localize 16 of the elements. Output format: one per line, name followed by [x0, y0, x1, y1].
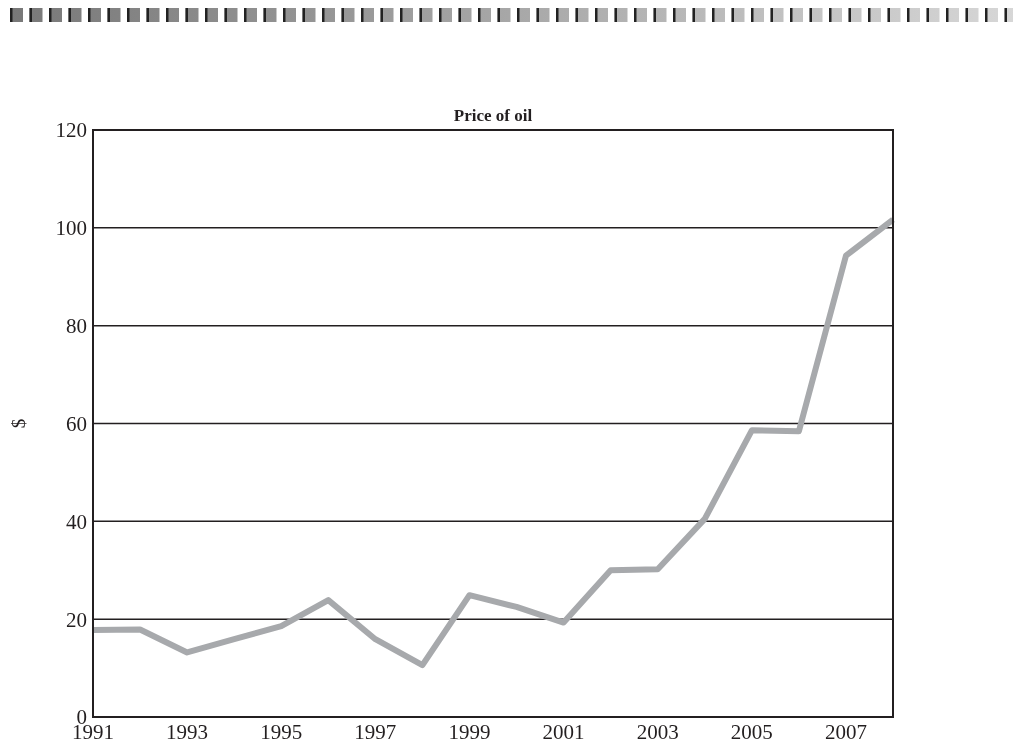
- x-tick-label: 1995: [260, 720, 303, 744]
- y-tick-label: 100: [55, 216, 87, 241]
- x-tick-label: 1993: [166, 720, 209, 744]
- x-tick-label: 2001: [542, 720, 585, 744]
- y-tick-label: 60: [66, 411, 87, 436]
- chart-title: Price of oil: [453, 106, 533, 125]
- x-tick-label: 2003: [636, 720, 679, 744]
- y-tick-label: 20: [66, 607, 87, 632]
- y-tick-label: 40: [66, 509, 87, 534]
- x-tick-label: 2005: [730, 720, 773, 744]
- y-axis-title: $: [8, 418, 29, 429]
- y-tick-label: 120: [55, 118, 87, 143]
- x-tick-label: 1997: [354, 720, 397, 744]
- x-tick-label: 1999: [448, 720, 491, 744]
- x-tick-label: 2007: [824, 720, 867, 744]
- y-tick-label: 80: [66, 314, 87, 339]
